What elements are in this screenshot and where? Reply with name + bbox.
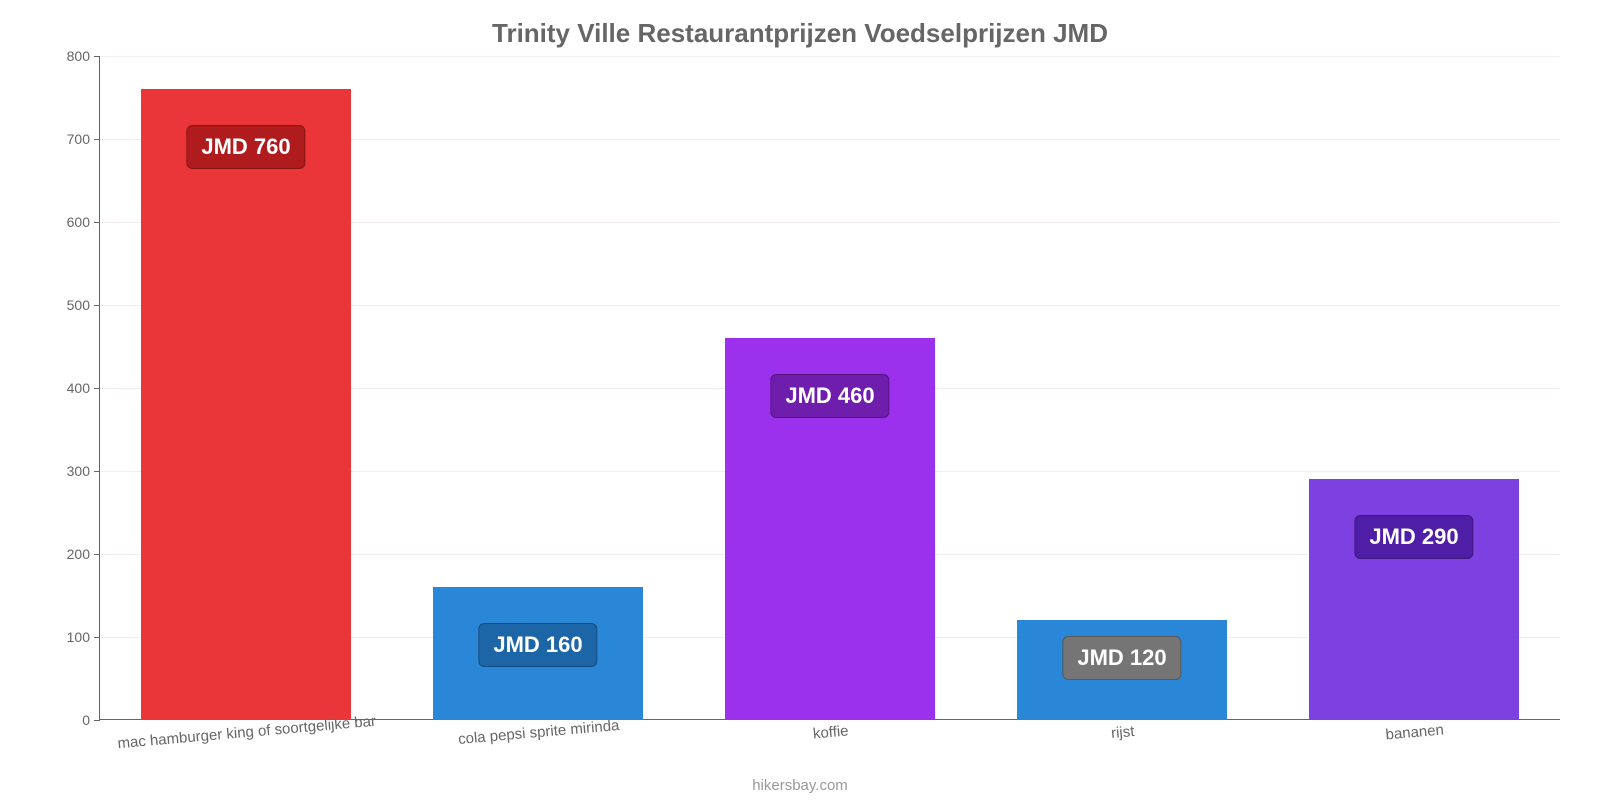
bar-slot: JMD 290 — [1268, 56, 1560, 720]
bar-value-label: JMD 460 — [770, 374, 889, 418]
plot-area: 0100200300400500600700800 JMD 760JMD 160… — [100, 56, 1560, 720]
bar-slot: JMD 160 — [392, 56, 684, 720]
bar-slot: JMD 760 — [100, 56, 392, 720]
bar-value-label: JMD 760 — [186, 125, 305, 169]
x-label-slot: cola pepsi sprite mirinda — [392, 720, 684, 770]
chart-area: 0100200300400500600700800 JMD 760JMD 160… — [100, 56, 1560, 720]
bars-container: JMD 760 JMD 160 JMD 460 JMD 120 JMD 290 — [100, 56, 1560, 720]
source-attribution: hikersbay.com — [0, 777, 1600, 794]
x-label-slot: mac hamburger king of soortgelijke bar — [100, 720, 392, 770]
chart-title: Trinity Ville Restaurantprijzen Voedselp… — [0, 0, 1600, 55]
x-tick-label: bananen — [1385, 721, 1445, 743]
x-tick-label: koffie — [812, 722, 849, 742]
bar — [141, 89, 351, 720]
x-label-slot: rijst — [976, 720, 1268, 770]
x-label-slot: bananen — [1268, 720, 1560, 770]
bar-value-label: JMD 160 — [478, 623, 597, 667]
x-label-slot: koffie — [684, 720, 976, 770]
x-tick-label: cola pepsi sprite mirinda — [457, 717, 620, 748]
bar-value-label: JMD 290 — [1354, 515, 1473, 559]
bar-value-label: JMD 120 — [1062, 636, 1181, 680]
bar-slot: JMD 460 — [684, 56, 976, 720]
bar-slot: JMD 120 — [976, 56, 1268, 720]
x-axis-labels: mac hamburger king of soortgelijke bar co… — [100, 720, 1560, 770]
x-tick-label: rijst — [1110, 723, 1135, 742]
